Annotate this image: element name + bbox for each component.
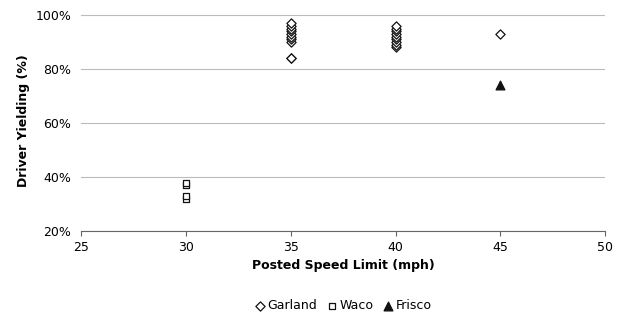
Point xyxy=(391,31,401,37)
X-axis label: Posted Speed Limit (mph): Posted Speed Limit (mph) xyxy=(252,259,434,273)
Waco xyxy=(181,194,191,199)
Garland xyxy=(286,21,296,26)
Garland xyxy=(286,37,296,42)
Point xyxy=(391,45,401,50)
Waco xyxy=(181,196,191,201)
Garland xyxy=(286,39,296,45)
Waco xyxy=(181,183,191,188)
Garland xyxy=(286,56,296,61)
Point xyxy=(391,23,401,28)
Garland xyxy=(286,26,296,31)
Point xyxy=(495,31,505,37)
Point xyxy=(391,34,401,39)
Point xyxy=(391,39,401,45)
Legend: Garland, Waco, Frisco: Garland, Waco, Frisco xyxy=(255,299,432,312)
Garland xyxy=(286,56,296,61)
Garland xyxy=(286,23,296,28)
Point xyxy=(391,42,401,47)
Point xyxy=(391,37,401,42)
Waco xyxy=(181,180,191,185)
Point xyxy=(391,29,401,34)
Frisco xyxy=(495,83,505,88)
Garland xyxy=(286,34,296,39)
Garland xyxy=(286,29,296,34)
Garland xyxy=(286,31,296,37)
Y-axis label: Driver Yielding (%): Driver Yielding (%) xyxy=(17,54,30,187)
Point xyxy=(391,26,401,31)
